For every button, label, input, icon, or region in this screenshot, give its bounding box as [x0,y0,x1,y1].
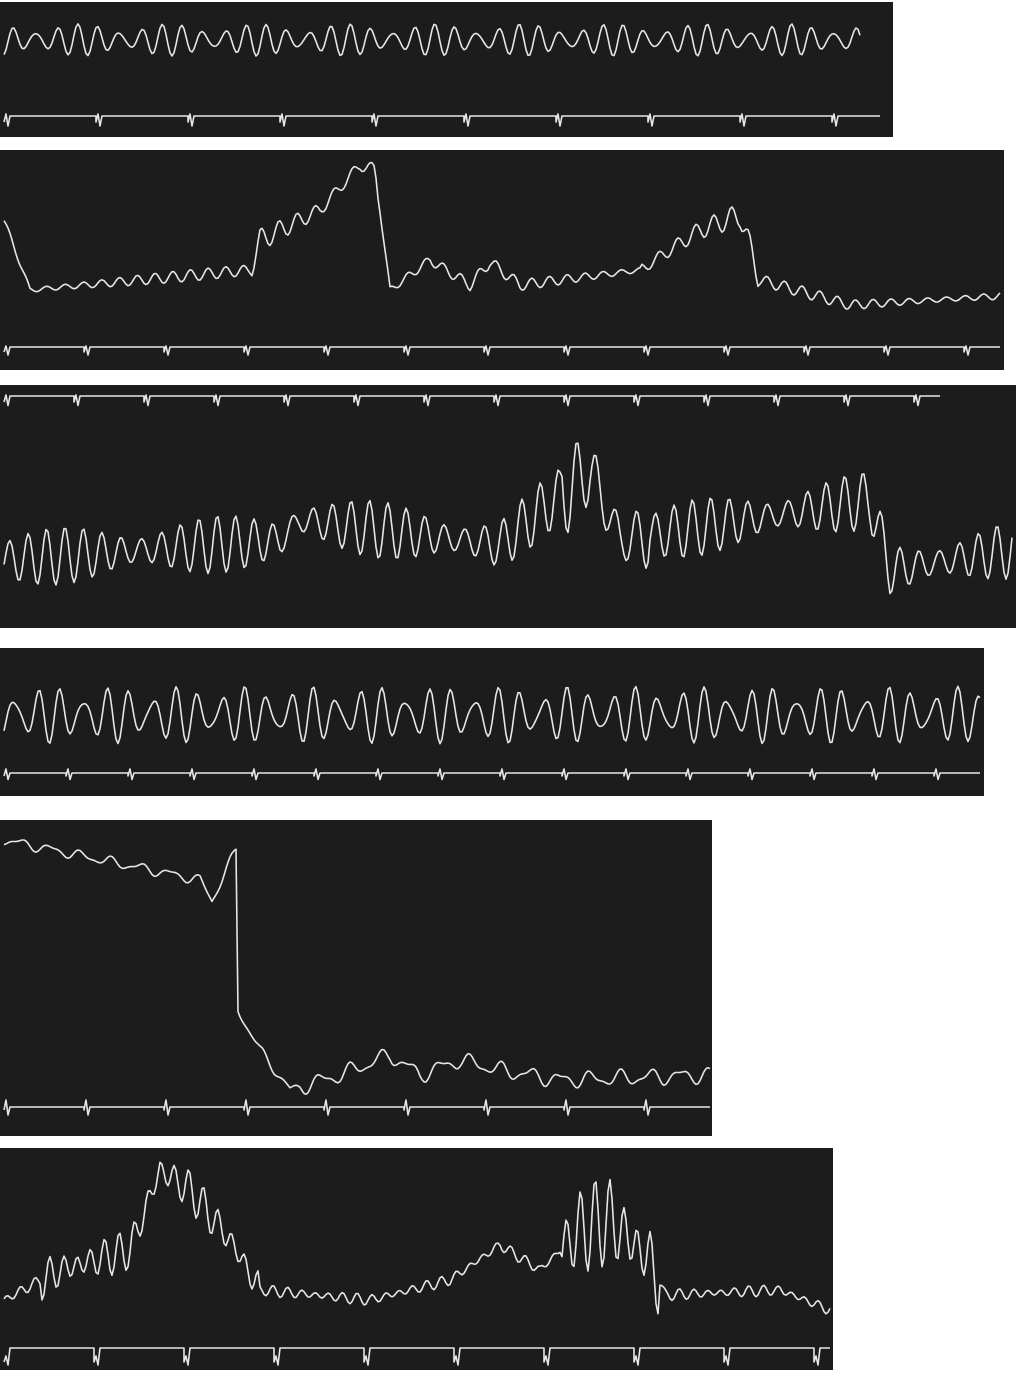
time-marker [3,394,940,407]
trace-panel [0,2,893,137]
trace-line [3,685,981,745]
trace-panel [0,1148,833,1370]
trace-line [3,1161,831,1315]
time-marker [3,768,980,781]
time-marker [3,1347,830,1366]
time-marker [3,345,1000,356]
trace-line [3,442,1013,595]
trace-line [3,839,711,1096]
time-marker [3,113,880,127]
trace-panel [0,820,712,1136]
time-marker [3,1099,710,1116]
trace-line [3,23,861,57]
trace-line [3,161,1001,310]
trace-panel [0,150,1004,370]
trace-panel [0,385,1016,628]
